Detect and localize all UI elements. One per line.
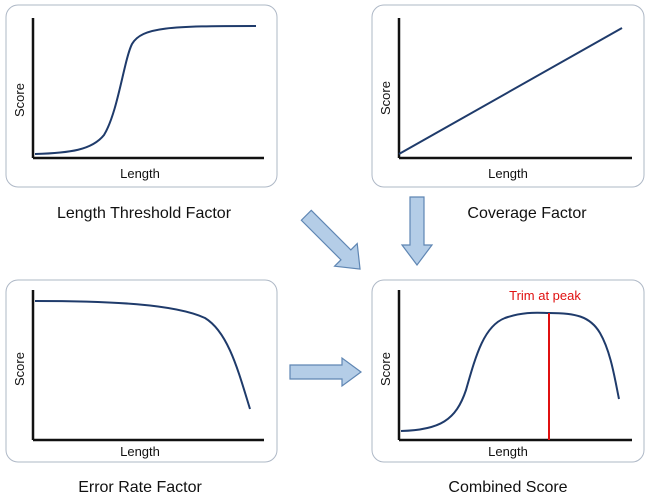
arrow-down [400, 196, 434, 266]
panel-frame [5, 279, 278, 463]
arrow-diagonal [300, 209, 361, 270]
panel-combined: Trim at peak Length Score [371, 279, 645, 463]
caption-error-rate: Error Rate Factor [78, 479, 202, 496]
panel-frame [5, 4, 278, 188]
falling-curve [34, 300, 251, 410]
panel-frame [371, 279, 645, 463]
caption-combined: Combined Score [448, 479, 567, 496]
panel-length-threshold: Length Score [5, 4, 278, 188]
x-axis-label: Length [120, 444, 160, 459]
y-axis-label: Score [378, 81, 393, 115]
x-axis-label: Length [488, 444, 528, 459]
y-axis-label: Score [12, 83, 27, 117]
combined-curve [400, 311, 620, 432]
panel-error-rate: Length Score [5, 279, 278, 463]
trim-annotation: Trim at peak [509, 288, 581, 303]
panel-coverage: Length Score [371, 4, 645, 188]
y-axis-label: Score [378, 352, 393, 386]
caption-coverage: Coverage Factor [467, 205, 587, 222]
arrow-right [289, 356, 363, 388]
panel-frame [371, 4, 645, 188]
y-axis-label: Score [12, 352, 27, 386]
caption-length-threshold: Length Threshold Factor [57, 205, 232, 222]
x-axis-label: Length [488, 166, 528, 181]
linear-curve [398, 27, 623, 155]
sigmoid-curve [34, 25, 257, 155]
x-axis-label: Length [120, 166, 160, 181]
